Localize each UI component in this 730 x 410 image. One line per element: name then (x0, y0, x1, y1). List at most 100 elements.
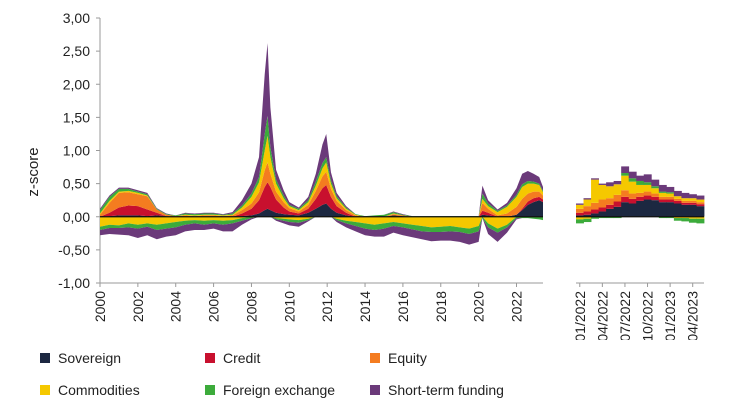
bar-neg-foreign-exchange (673, 218, 682, 221)
y-tick-label: -1,00 (58, 275, 90, 291)
bar-equity (658, 196, 667, 200)
area-neg-foreign-exchange (100, 216, 543, 234)
bar-equity (673, 198, 682, 201)
bar-commodities (606, 186, 615, 199)
bar-short-term-funding (696, 195, 705, 200)
x-tick-label: 2020 (471, 291, 487, 322)
legend-swatch-short-term-funding (370, 385, 380, 395)
area-neg-commodities (100, 216, 543, 229)
bar-equity (666, 196, 675, 200)
x-tick-label-recent: 01/2023 (662, 291, 678, 340)
bar-sovereign (688, 204, 697, 217)
y-tick-label: 1,50 (63, 109, 90, 125)
bar-credit (613, 201, 622, 207)
x-tick-label: 2018 (433, 291, 449, 322)
y-tick-label: 1,00 (63, 143, 90, 159)
bar-sovereign (666, 202, 675, 217)
legend-label-short-term-funding: Short-term funding (388, 382, 504, 398)
bar-equity (643, 191, 652, 196)
bar-short-term-funding (613, 180, 622, 185)
bar-commodities (621, 175, 630, 191)
bar-credit (658, 199, 667, 203)
x-tick-label-recent: 04/2023 (685, 291, 701, 340)
bar-neg-commodities (583, 216, 592, 219)
bar-sovereign (673, 203, 682, 217)
bar-short-term-funding (673, 190, 682, 197)
x-tick-label: 2000 (92, 291, 108, 322)
bar-sovereign (583, 214, 592, 217)
y-tick-label: 2,00 (63, 76, 90, 92)
bar-credit (688, 202, 697, 205)
bar-sovereign (643, 199, 652, 217)
x-tick-label: 2006 (206, 291, 222, 322)
bar-foreign-exchange (658, 191, 667, 193)
bar-credit (621, 196, 630, 203)
legend-item-short-term-funding: Short-term funding (370, 382, 504, 398)
bar-credit (636, 196, 645, 201)
area-neg-short-term-funding (100, 216, 543, 245)
bar-commodities (643, 184, 652, 192)
bar-sovereign (696, 206, 705, 217)
x-tick-label-recent: 10/2022 (640, 291, 656, 340)
legend-swatch-credit (205, 353, 215, 363)
panel-recent: 01/2022 04/2022 07/2022 10/2022 01/2023 04/20… (572, 166, 705, 342)
bar-short-term-funding (576, 203, 584, 205)
bar-short-term-funding (628, 171, 637, 179)
y-axis: -1,00 -0,50 0,00 0,50 1,00 1,50 2,00 2,50 3,00 (58, 10, 101, 291)
chart-svg: -1,00 -0,50 0,00 0,50 1,00 1,50 2,00 2,50 3,00 z… (25, 10, 705, 342)
bar-short-term-funding (591, 178, 599, 180)
bar-short-term-funding (666, 186, 675, 193)
bar-credit (696, 204, 705, 207)
legend-item-foreign-exchange: Foreign exchange (205, 382, 335, 398)
area-pos-credit (100, 182, 543, 217)
area-pos-foreign-exchange (100, 116, 543, 217)
legend-swatch-foreign-exchange (205, 385, 215, 395)
bar-neg-foreign-exchange (681, 218, 690, 222)
bar-foreign-exchange (643, 182, 652, 185)
bar-commodities (681, 198, 690, 201)
x-tick-label: 2008 (243, 291, 259, 322)
bar-neg-foreign-exchange (658, 216, 667, 219)
x-tick-label: 2010 (281, 291, 297, 322)
bar-credit (681, 202, 690, 205)
legend-swatch-equity (370, 353, 380, 363)
bar-sovereign (598, 211, 607, 217)
bar-equity (628, 193, 637, 199)
x-tick-label-recent: 04/2022 (594, 291, 610, 340)
bar-neg-foreign-exchange (576, 219, 584, 224)
legend-label-foreign-exchange: Foreign exchange (223, 382, 336, 398)
bar-sovereign (651, 200, 660, 217)
panel-long-run: 2000 2002 2004 2006 2008 2010 2012 2014 2016 2018… (92, 43, 543, 322)
bar-short-term-funding (621, 166, 630, 174)
bar-credit (583, 211, 592, 215)
legend: Sovereign Credit Equity Commodities Fore… (40, 344, 700, 406)
y-tick-label: 0,00 (63, 209, 90, 225)
bar-sovereign (621, 202, 630, 217)
bar-sovereign (576, 215, 584, 217)
bar-equity (606, 198, 615, 205)
bar-short-term-funding (651, 179, 660, 187)
bar-neg-foreign-exchange (688, 218, 697, 223)
bar-sovereign (591, 213, 599, 217)
legend-swatch-sovereign (40, 353, 50, 363)
bar-equity (621, 190, 630, 197)
bar-foreign-exchange (636, 180, 645, 185)
bar-short-term-funding (681, 192, 690, 199)
bar-equity (613, 194, 622, 202)
bar-commodities (576, 204, 584, 209)
bar-foreign-exchange (666, 192, 675, 194)
legend-label-sovereign: Sovereign (58, 350, 122, 366)
bar-credit (576, 212, 584, 216)
bar-short-term-funding (606, 182, 615, 187)
bar-equity (636, 192, 645, 197)
y-tick-label: 0,50 (63, 176, 90, 192)
bar-foreign-exchange (628, 178, 637, 182)
bar-credit (651, 196, 660, 201)
bar-credit (666, 199, 675, 203)
bar-foreign-exchange (621, 173, 630, 176)
bar-commodities (613, 184, 622, 195)
bar-neg-foreign-exchange (696, 218, 705, 224)
bar-equity (591, 202, 599, 210)
x-tick-label: 2002 (130, 291, 146, 322)
